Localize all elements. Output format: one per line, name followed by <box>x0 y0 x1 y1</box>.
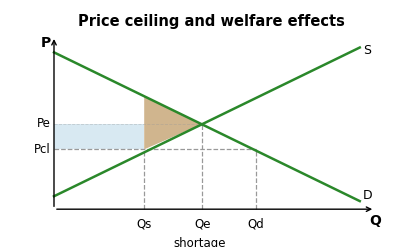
Text: Pe: Pe <box>37 118 51 130</box>
Text: Qd: Qd <box>247 217 264 230</box>
Text: S: S <box>363 44 371 57</box>
Text: P: P <box>41 36 51 50</box>
Text: Qe: Qe <box>194 217 211 230</box>
Text: Q: Q <box>369 214 381 228</box>
Text: Qs: Qs <box>136 217 152 230</box>
Text: shortage: shortage <box>174 237 226 247</box>
Text: Pcl: Pcl <box>34 143 51 156</box>
Polygon shape <box>54 124 144 149</box>
Text: D: D <box>363 189 372 203</box>
Polygon shape <box>144 96 202 149</box>
Title: Price ceiling and welfare effects: Price ceiling and welfare effects <box>78 14 345 29</box>
